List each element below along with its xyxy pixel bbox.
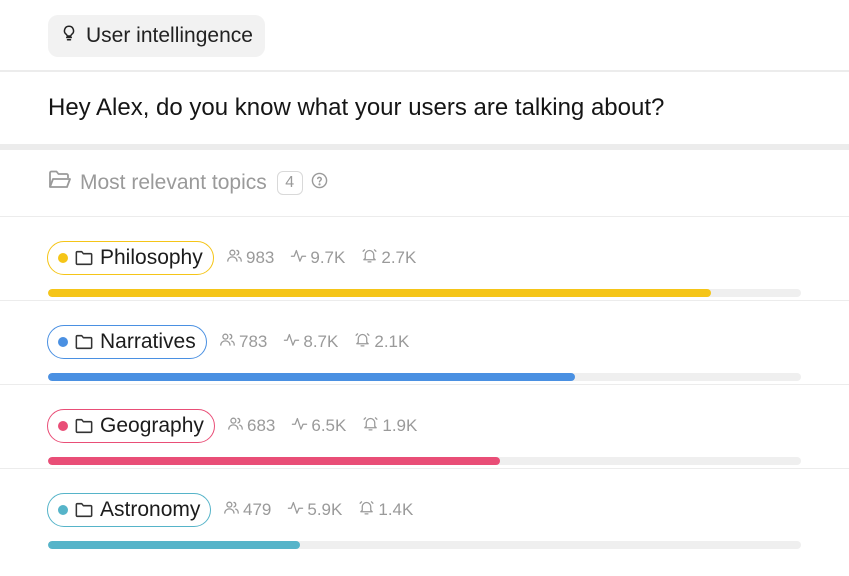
users-count: 683 bbox=[247, 416, 276, 435]
lightbulb-icon bbox=[60, 24, 78, 48]
activity-icon bbox=[291, 415, 308, 437]
topic-stats: 983 9.7K 2.7K bbox=[226, 241, 416, 275]
alerts-count: 2.1K bbox=[374, 332, 410, 351]
topic-pill[interactable]: Astronomy bbox=[47, 493, 212, 527]
activity-stat: 9.7K bbox=[290, 247, 345, 269]
alerts-count: 1.4K bbox=[378, 500, 414, 519]
topic-progress-fill bbox=[48, 373, 576, 381]
users-stat: 479 bbox=[223, 499, 271, 521]
topic-row[interactable]: Narratives 783 8.7K 2.1K bbox=[0, 301, 849, 385]
topic-color-dot bbox=[58, 505, 68, 515]
topic-name: Astronomy bbox=[100, 498, 201, 521]
topic-pill[interactable]: Philosophy bbox=[47, 241, 214, 275]
users-count: 783 bbox=[239, 332, 268, 351]
header: User intellingence bbox=[0, 0, 849, 72]
activity-count: 8.7K bbox=[303, 332, 339, 351]
topics-count-badge: 4 bbox=[276, 171, 303, 195]
activity-stat: 5.9K bbox=[287, 499, 342, 521]
bell-icon bbox=[361, 247, 378, 269]
folder-open-icon bbox=[48, 169, 72, 197]
activity-icon bbox=[287, 499, 304, 521]
topic-progress-fill bbox=[48, 457, 500, 465]
activity-count: 9.7K bbox=[310, 248, 346, 267]
alerts-stat: 2.7K bbox=[361, 247, 416, 269]
topic-color-dot bbox=[58, 421, 68, 431]
activity-icon bbox=[283, 331, 300, 353]
alerts-stat: 2.1K bbox=[354, 331, 409, 353]
topics-header: Most relevant topics 4 bbox=[0, 150, 849, 217]
users-icon bbox=[219, 331, 236, 353]
activity-stat: 8.7K bbox=[283, 331, 338, 353]
users-count: 479 bbox=[243, 500, 272, 519]
user-intelligence-chip[interactable]: User intellingence bbox=[48, 15, 265, 57]
alerts-stat: 1.4K bbox=[358, 499, 413, 521]
users-stat: 783 bbox=[219, 331, 267, 353]
bell-icon bbox=[362, 415, 379, 437]
topic-stats: 479 5.9K 1.4K bbox=[223, 493, 413, 527]
users-icon bbox=[226, 247, 243, 269]
users-stat: 983 bbox=[226, 247, 274, 269]
users-stat: 683 bbox=[227, 415, 275, 437]
topic-row[interactable]: Geography 683 6.5K 1.9K bbox=[0, 385, 849, 469]
topic-progress-track bbox=[48, 457, 801, 465]
bell-icon bbox=[354, 331, 371, 353]
folder-icon bbox=[75, 250, 93, 266]
folder-icon bbox=[75, 502, 93, 518]
topic-color-dot bbox=[58, 253, 68, 263]
topic-progress-track bbox=[48, 373, 801, 381]
topic-pill[interactable]: Narratives bbox=[47, 325, 207, 359]
users-icon bbox=[223, 499, 240, 521]
topic-progress-fill bbox=[48, 289, 711, 297]
topics-list: Philosophy 983 9.7K 2.7K Narratives 783 8.7K 2.… bbox=[0, 217, 849, 552]
topic-pill[interactable]: Geography bbox=[47, 409, 215, 443]
chip-label: User intellingence bbox=[86, 24, 253, 47]
topic-row[interactable]: Astronomy 479 5.9K 1.4K bbox=[0, 469, 849, 552]
topic-stats: 783 8.7K 2.1K bbox=[219, 325, 409, 359]
activity-count: 6.5K bbox=[311, 416, 347, 435]
bell-icon bbox=[358, 499, 375, 521]
folder-icon bbox=[75, 334, 93, 350]
topic-name: Philosophy bbox=[100, 246, 203, 269]
greeting-text: Hey Alex, do you know what your users ar… bbox=[0, 72, 849, 150]
topics-header-label: Most relevant topics bbox=[80, 171, 267, 194]
users-count: 983 bbox=[246, 248, 275, 267]
alerts-stat: 1.9K bbox=[362, 415, 417, 437]
activity-icon bbox=[290, 247, 307, 269]
topic-progress-track bbox=[48, 289, 801, 297]
topic-name: Narratives bbox=[100, 330, 196, 353]
folder-icon bbox=[75, 418, 93, 434]
topic-stats: 683 6.5K 1.9K bbox=[227, 409, 417, 443]
topic-progress-track bbox=[48, 541, 801, 549]
activity-stat: 6.5K bbox=[291, 415, 346, 437]
question-circle-icon[interactable] bbox=[311, 171, 328, 195]
topic-name: Geography bbox=[100, 414, 204, 437]
topic-color-dot bbox=[58, 337, 68, 347]
users-icon bbox=[227, 415, 244, 437]
topic-row[interactable]: Philosophy 983 9.7K 2.7K bbox=[0, 217, 849, 301]
topic-progress-fill bbox=[48, 541, 301, 549]
activity-count: 5.9K bbox=[307, 500, 343, 519]
alerts-count: 1.9K bbox=[382, 416, 418, 435]
alerts-count: 2.7K bbox=[381, 248, 417, 267]
